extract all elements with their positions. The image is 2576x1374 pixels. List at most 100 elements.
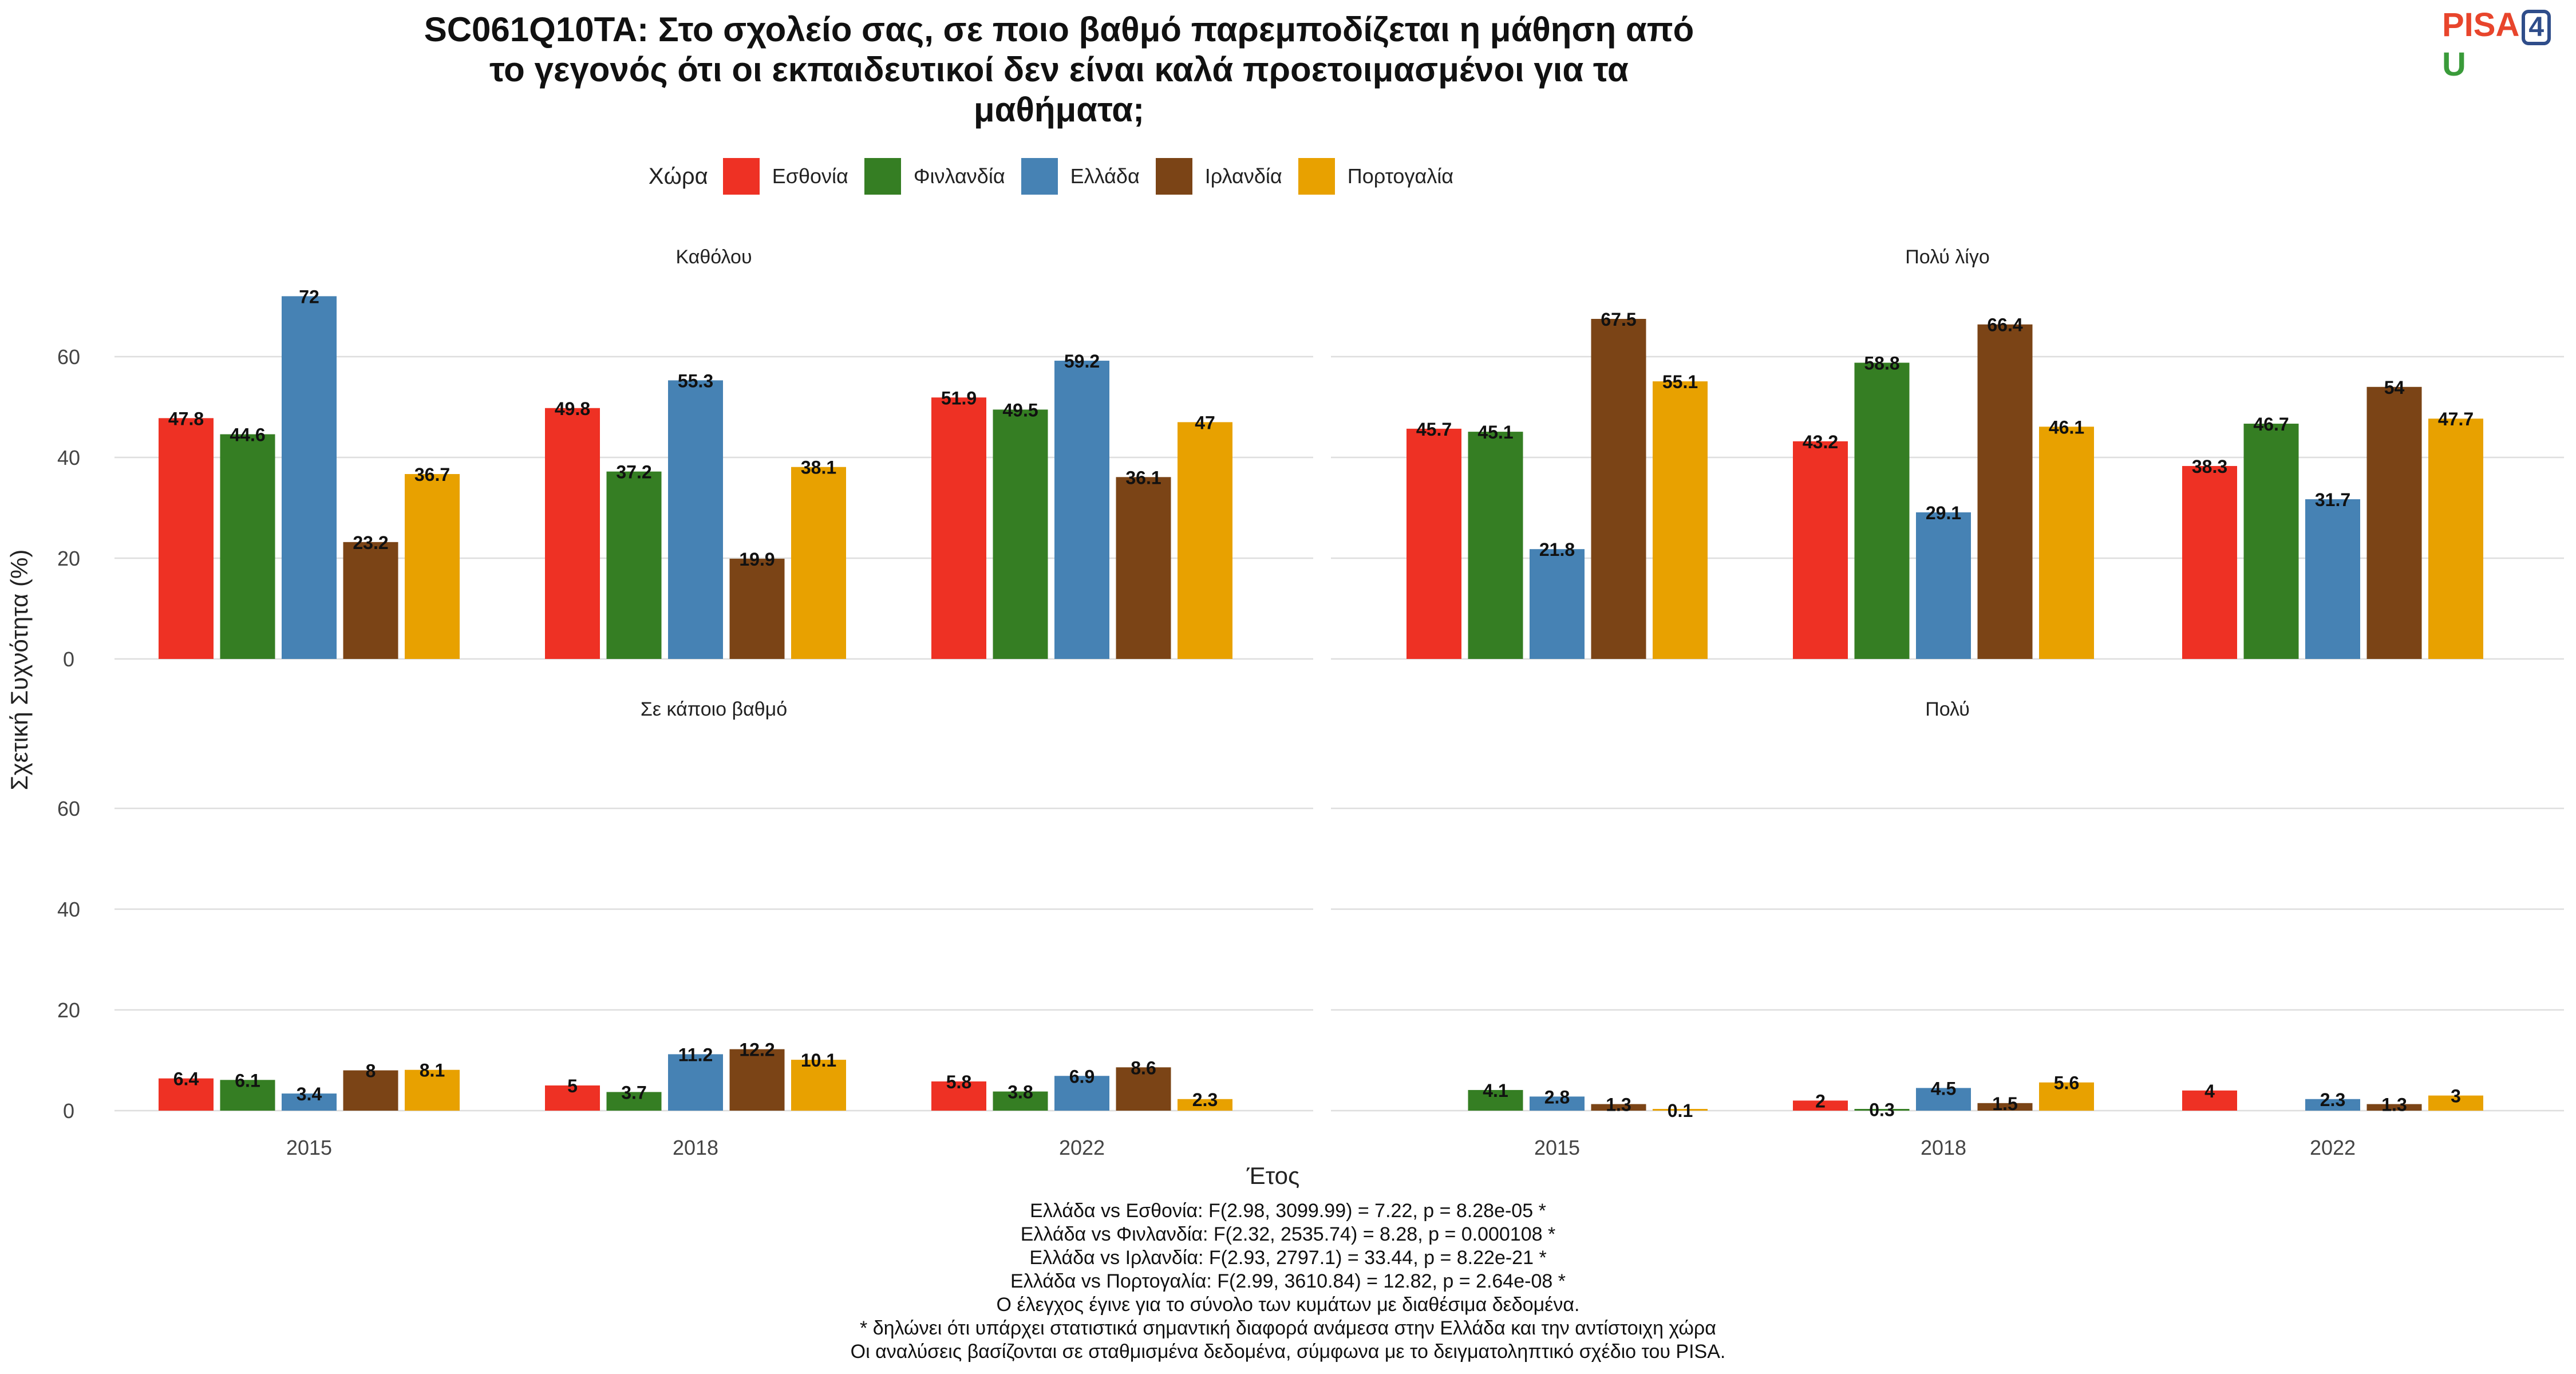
bar-1-2015-1	[1468, 432, 1523, 659]
y-tick-label-0-0: 0	[63, 647, 74, 671]
data-label-3-2018-1: 0.3	[1869, 1099, 1894, 1120]
data-label-3-2022-4: 3	[2451, 1086, 2461, 1107]
bar-2-2022-1	[993, 1091, 1048, 1111]
y-tick-label-0-60: 60	[57, 345, 80, 369]
bar-2-2015-3	[343, 1070, 398, 1111]
data-label-3-2015-3: 1.3	[1606, 1095, 1631, 1115]
data-label-1-2018-4: 46.1	[2049, 417, 2084, 437]
data-label-3-2018-0: 2	[1815, 1091, 1826, 1111]
data-label-2-2015-1: 6.1	[235, 1070, 260, 1091]
legend-item-greece: Ελλάδα	[1021, 158, 1140, 195]
bar-2-2018-2	[668, 1054, 723, 1111]
bar-2-2022-3	[1116, 1067, 1171, 1111]
bar-0-2018-3	[729, 558, 785, 659]
legend-label-estonia: Εσθονία	[772, 164, 848, 188]
bar-3-2022-2	[2305, 1099, 2360, 1111]
x-tick-label-2-2015: 2015	[286, 1136, 332, 1159]
legend-label-finland: Φινλανδία	[913, 164, 1005, 188]
legend-swatch-ireland	[1155, 158, 1192, 195]
bar-2-2015-1	[220, 1080, 275, 1111]
footnote-test-estonia: Ελλάδα vs Εσθονία: F(2.98, 3099.99) = 7.…	[1030, 1200, 1546, 1222]
chart-title-line-1: SC061Q10TA: Στο σχολείο σας, σε ποιο βαθ…	[424, 10, 1694, 49]
bar-1-2015-3	[1591, 319, 1646, 659]
data-label-1-2022-0: 38.3	[2192, 456, 2227, 477]
data-label-2-2022-4: 2.3	[1192, 1089, 1218, 1110]
bar-2-2015-0	[159, 1078, 214, 1111]
chart-title-line-3: μαθήματα;	[973, 90, 1145, 129]
bar-3-2015-2	[1530, 1096, 1585, 1111]
bar-0-2018-0	[545, 408, 600, 659]
data-label-2-2018-1: 3.7	[621, 1082, 646, 1103]
bar-3-2015-1	[1468, 1089, 1523, 1111]
legend-item-ireland: Ιρλανδία	[1155, 158, 1282, 195]
bar-0-2018-2	[668, 380, 723, 659]
bar-0-2015-2	[282, 296, 337, 659]
legend-label-ireland: Ιρλανδία	[1204, 164, 1282, 188]
bar-0-2015-1	[220, 434, 275, 659]
data-label-2-2015-0: 6.4	[173, 1069, 199, 1089]
facet-strip-label-0: Καθόλου	[675, 246, 752, 268]
data-label-3-2022-0: 4	[2204, 1081, 2215, 1101]
bar-0-2022-3	[1116, 477, 1171, 659]
data-label-3-2022-2: 2.3	[2320, 1089, 2345, 1110]
data-label-2-2018-2: 11.2	[678, 1044, 713, 1065]
bar-3-2022-3	[2366, 1104, 2422, 1111]
x-axis-title: Έτος	[1246, 1162, 1300, 1189]
legend-swatch-greece	[1021, 158, 1058, 195]
bar-1-2018-1	[1854, 362, 1910, 659]
bar-2-2022-4	[1178, 1099, 1232, 1111]
legend-item-estonia: Εσθονία	[722, 158, 848, 195]
bar-0-2015-4	[405, 474, 460, 659]
data-label-0-2018-2: 55.3	[678, 370, 713, 391]
bar-3-2022-4	[2428, 1095, 2483, 1111]
data-label-1-2015-2: 21.8	[1539, 539, 1575, 560]
data-label-2-2015-4: 8.1	[420, 1060, 445, 1081]
bar-0-2015-0	[159, 418, 214, 659]
data-label-2-2018-4: 10.1	[801, 1050, 836, 1071]
bar-1-2018-0	[1793, 441, 1848, 659]
legend-swatch-estonia	[722, 158, 760, 195]
data-label-2-2022-0: 5.8	[946, 1072, 971, 1092]
data-label-2-2018-3: 12.2	[739, 1040, 775, 1060]
footnote-test-finland: Ελλάδα vs Φινλανδία: F(2.32, 2535.74) = …	[1020, 1223, 1556, 1245]
data-label-1-2015-4: 55.1	[1662, 372, 1698, 392]
data-label-1-2015-0: 45.7	[1416, 419, 1452, 440]
legend: Χώρα Εσθονία Φινλανδία Ελλάδα Ιρλανδία Π…	[0, 158, 2118, 195]
legend-title: Χώρα	[648, 163, 708, 189]
x-tick-label-3-2018: 2018	[1921, 1136, 1966, 1159]
data-label-1-2018-0: 43.2	[1803, 432, 1838, 452]
bar-2-2022-2	[1054, 1076, 1109, 1111]
data-label-0-2018-3: 19.9	[739, 549, 775, 570]
legend-item-finland: Φινλανδία	[864, 158, 1005, 195]
legend-label-portugal: Πορτογαλία	[1347, 164, 1454, 188]
data-label-0-2018-4: 38.1	[801, 457, 836, 478]
data-label-0-2015-4: 36.7	[414, 464, 450, 485]
bar-1-2022-1	[2243, 424, 2299, 659]
facet-strip-label-2: Σε κάποιο βαθμό	[641, 698, 787, 720]
bar-1-2018-3	[1977, 324, 2033, 659]
bar-3-2022-0	[2182, 1090, 2237, 1111]
data-label-0-2022-2: 59.2	[1064, 351, 1100, 372]
logo-text-pisa: PISA	[2442, 6, 2520, 44]
x-tick-label-3-2015: 2015	[1534, 1136, 1580, 1159]
data-label-0-2022-3: 36.1	[1125, 467, 1161, 488]
data-label-1-2015-1: 45.1	[1477, 422, 1513, 443]
bar-1-2022-0	[2182, 465, 2237, 659]
data-label-1-2022-4: 47.7	[2438, 409, 2474, 429]
data-label-1-2022-2: 31.7	[2315, 489, 2350, 510]
bar-1-2018-4	[2039, 427, 2094, 659]
data-label-0-2015-2: 72	[299, 286, 319, 307]
bar-1-2022-4	[2428, 418, 2483, 659]
data-label-3-2022-3: 1.3	[2381, 1095, 2407, 1115]
footnote-test-ireland: Ελλάδα vs Ιρλανδία: F(2.93, 2797.1) = 33…	[1029, 1247, 1547, 1269]
bar-2-2015-2	[282, 1093, 337, 1111]
bar-2-2018-4	[791, 1060, 846, 1111]
bar-0-2022-1	[993, 409, 1048, 659]
bar-0-2015-3	[343, 542, 398, 659]
data-label-3-2015-4: 0.1	[1668, 1100, 1693, 1121]
y-tick-label-2-20: 20	[57, 998, 80, 1022]
legend-label-greece: Ελλάδα	[1070, 164, 1140, 188]
y-tick-label-2-60: 60	[57, 797, 80, 820]
data-label-0-2022-4: 47	[1195, 412, 1215, 433]
footnote-waves-note: Ο έλεγχος έγινε για το σύνολο των κυμάτω…	[996, 1294, 1580, 1316]
